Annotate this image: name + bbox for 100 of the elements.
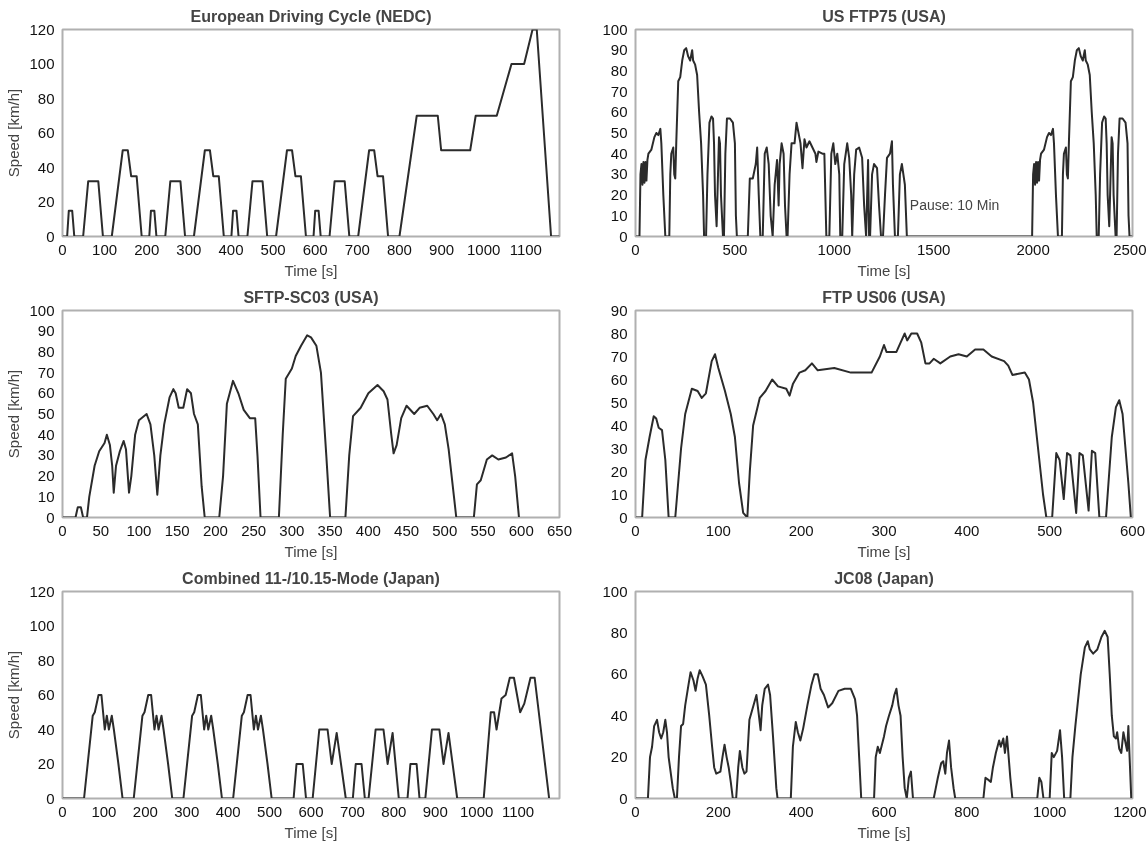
y-tick-label: 100 bbox=[602, 20, 628, 38]
chart-title: European Driving Cycle (NEDC) bbox=[190, 7, 432, 25]
x-tick-label: 700 bbox=[344, 240, 370, 258]
x-tick-label: 400 bbox=[355, 521, 381, 539]
x-tick-label: 600 bbox=[1119, 521, 1146, 539]
x-tick-label: 1000 bbox=[817, 240, 851, 258]
y-tick-label: 120 bbox=[29, 582, 55, 600]
y-tick-label: 30 bbox=[610, 439, 628, 457]
y-tick-label: 100 bbox=[29, 617, 55, 634]
y-tick-label: 90 bbox=[610, 301, 628, 319]
x-tick-label: 1000 bbox=[467, 240, 501, 258]
y-tick-label: 70 bbox=[610, 82, 628, 100]
x-tick-label: 600 bbox=[298, 802, 324, 820]
x-tick-label: 400 bbox=[954, 521, 980, 539]
y-tick-label: 70 bbox=[37, 363, 55, 381]
x-tick-label: 800 bbox=[386, 240, 412, 258]
x-axis-title: Time [s] bbox=[857, 823, 911, 841]
x-tick-label: 250 bbox=[241, 521, 267, 539]
x-tick-label: 200 bbox=[134, 240, 160, 258]
y-tick-label: 50 bbox=[610, 393, 628, 411]
y-tick-label: 60 bbox=[37, 686, 55, 703]
y-tick-label: 20 bbox=[610, 748, 628, 766]
x-tick-label: 1100 bbox=[509, 240, 542, 258]
x-tick-label: 2500 bbox=[1113, 240, 1146, 258]
x-tick-label: 0 bbox=[631, 802, 640, 820]
y-tick-label: 80 bbox=[37, 651, 55, 669]
y-tick-label: 0 bbox=[619, 789, 628, 807]
x-tick-label: 1000 bbox=[459, 802, 494, 820]
x-tick-label: 550 bbox=[470, 521, 496, 539]
x-tick-label: 150 bbox=[164, 521, 190, 539]
x-tick-label: 600 bbox=[302, 240, 328, 258]
x-tick-label: 600 bbox=[871, 802, 897, 820]
x-tick-label: 0 bbox=[631, 521, 640, 539]
x-tick-label: 400 bbox=[218, 240, 244, 258]
chart-title: US FTP75 (USA) bbox=[822, 7, 946, 25]
x-tick-label: 900 bbox=[429, 240, 455, 258]
y-tick-label: 60 bbox=[37, 124, 55, 141]
x-tick-label: 500 bbox=[432, 521, 458, 539]
x-tick-label: 0 bbox=[58, 802, 67, 820]
x-axis-title: Time [s] bbox=[284, 823, 338, 841]
x-tick-label: 300 bbox=[176, 240, 202, 258]
x-tick-label: 200 bbox=[132, 802, 158, 820]
y-tick-label: 0 bbox=[46, 789, 55, 807]
y-tick-label: 40 bbox=[37, 425, 55, 443]
x-tick-label: 300 bbox=[871, 521, 897, 539]
x-tick-label: 100 bbox=[91, 802, 117, 820]
x-tick-label: 300 bbox=[174, 802, 200, 820]
annotation: Pause: 10 Min bbox=[909, 197, 1000, 214]
y-tick-label: 20 bbox=[37, 193, 55, 210]
x-tick-label: 650 bbox=[546, 521, 573, 539]
y-tick-label: 100 bbox=[602, 582, 628, 600]
x-tick-label: 100 bbox=[705, 521, 731, 539]
x-tick-label: 50 bbox=[92, 521, 110, 539]
x-axis-title: Time [s] bbox=[857, 261, 911, 279]
y-tick-label: 60 bbox=[610, 665, 628, 683]
y-tick-label: 40 bbox=[610, 416, 628, 434]
y-tick-label: 30 bbox=[610, 165, 628, 183]
y-tick-label: 20 bbox=[37, 755, 55, 772]
x-tick-label: 0 bbox=[58, 521, 67, 539]
x-tick-label: 900 bbox=[422, 802, 448, 820]
x-tick-label: 1100 bbox=[501, 802, 535, 820]
y-tick-label: 10 bbox=[610, 485, 628, 503]
y-tick-label: 80 bbox=[37, 89, 55, 107]
chart-title: FTP US06 (USA) bbox=[822, 288, 946, 306]
chart-title: Combined 11-/10.15-Mode (Japan) bbox=[182, 569, 440, 587]
x-tick-label: 800 bbox=[381, 802, 407, 820]
y-tick-label: 40 bbox=[37, 720, 55, 738]
y-tick-label: 50 bbox=[610, 124, 628, 141]
chart-title: JC08 (Japan) bbox=[834, 569, 934, 587]
x-tick-label: 0 bbox=[58, 240, 67, 258]
y-tick-label: 120 bbox=[29, 20, 55, 38]
y-axis-title: Speed [km/h] bbox=[5, 369, 23, 459]
x-tick-label: 700 bbox=[339, 802, 365, 820]
y-tick-label: 0 bbox=[619, 227, 628, 245]
y-tick-label: 10 bbox=[37, 487, 55, 505]
x-tick-label: 350 bbox=[317, 521, 343, 539]
y-tick-label: 10 bbox=[610, 206, 628, 224]
y-tick-label: 20 bbox=[610, 186, 628, 204]
y-tick-label: 80 bbox=[37, 342, 55, 360]
chart-title: SFTP-SC03 (USA) bbox=[243, 288, 379, 306]
y-tick-label: 70 bbox=[610, 347, 628, 365]
x-tick-label: 200 bbox=[202, 521, 228, 539]
x-tick-label: 1200 bbox=[1113, 802, 1146, 820]
x-tick-label: 0 bbox=[631, 240, 640, 258]
x-tick-label: 800 bbox=[954, 802, 980, 820]
y-tick-label: 40 bbox=[610, 706, 628, 724]
x-tick-label: 1500 bbox=[917, 240, 951, 258]
x-tick-label: 400 bbox=[215, 802, 241, 820]
y-axis-title: Speed [km/h] bbox=[5, 650, 23, 740]
x-tick-label: 600 bbox=[508, 521, 534, 539]
x-tick-label: 500 bbox=[257, 802, 283, 820]
x-tick-label: 500 bbox=[1037, 521, 1063, 539]
y-tick-label: 20 bbox=[37, 467, 55, 485]
x-axis-title: Time [s] bbox=[284, 261, 338, 279]
y-tick-label: 90 bbox=[37, 322, 55, 340]
x-tick-label: 450 bbox=[394, 521, 420, 539]
y-tick-label: 100 bbox=[29, 301, 55, 319]
x-tick-label: 100 bbox=[126, 521, 152, 539]
y-tick-label: 50 bbox=[37, 405, 55, 422]
y-tick-label: 40 bbox=[610, 144, 628, 162]
